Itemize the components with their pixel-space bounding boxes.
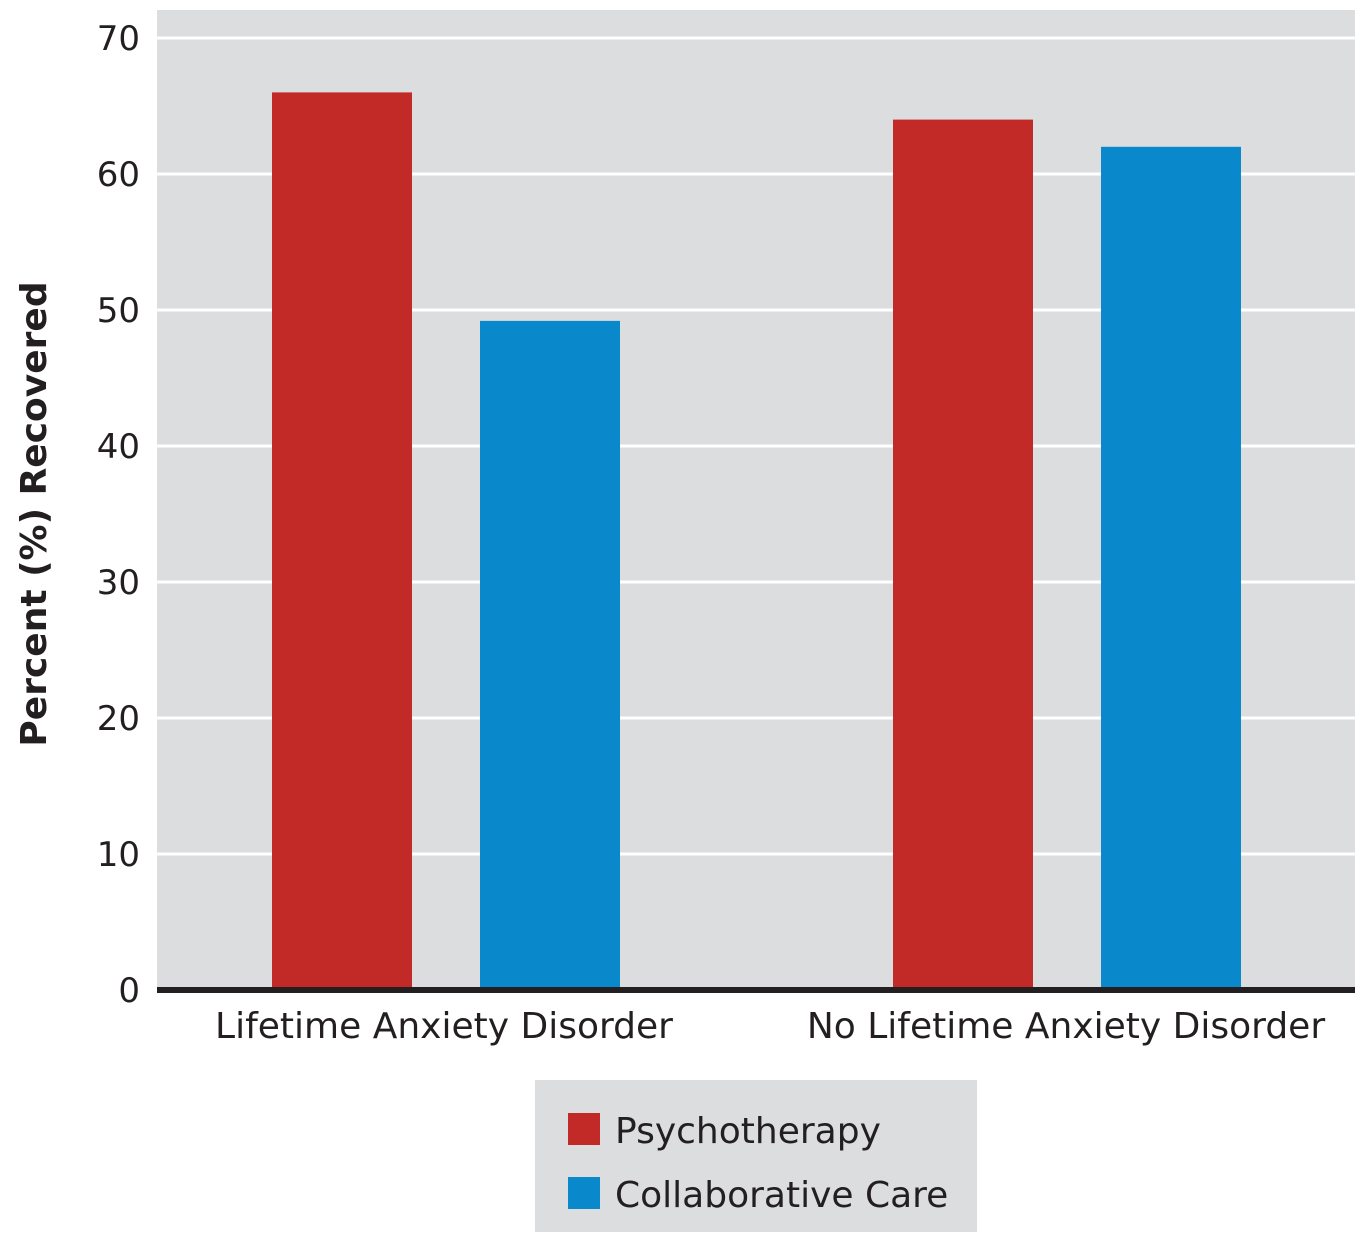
bars (272, 92, 1241, 991)
bar-psychotherapy-no-lifetime (893, 119, 1033, 991)
y-tick-labels: 0 10 20 30 40 50 60 70 (97, 19, 140, 1011)
legend-swatch-psychotherapy (568, 1113, 600, 1145)
legend: Psychotherapy Collaborative Care (535, 1080, 977, 1232)
legend-label-psychotherapy: Psychotherapy (615, 1111, 881, 1152)
legend-label-collaborative-care: Collaborative Care (615, 1175, 948, 1216)
bar-psychotherapy-lifetime (272, 92, 412, 990)
y-tick-label-60: 60 (97, 155, 140, 195)
legend-background (535, 1080, 977, 1232)
category-labels: Lifetime Anxiety Disorder No Lifetime Anx… (215, 1006, 1325, 1047)
y-tick-label-0: 0 (118, 971, 140, 1011)
category-label-lifetime: Lifetime Anxiety Disorder (215, 1006, 673, 1047)
category-label-no-lifetime: No Lifetime Anxiety Disorder (807, 1006, 1325, 1047)
y-tick-label-50: 50 (97, 291, 140, 331)
bar-collaborative-care-lifetime (480, 320, 620, 990)
y-tick-label-30: 30 (97, 563, 140, 603)
y-axis-label: Percent (%) Recovered (14, 281, 55, 746)
y-tick-label-20: 20 (97, 699, 140, 739)
y-tick-label-70: 70 (97, 19, 140, 59)
y-tick-label-40: 40 (97, 427, 140, 467)
bar-collaborative-care-no-lifetime (1101, 146, 1241, 991)
y-tick-label-10: 10 (97, 835, 140, 875)
legend-swatch-collaborative-care (568, 1177, 600, 1209)
